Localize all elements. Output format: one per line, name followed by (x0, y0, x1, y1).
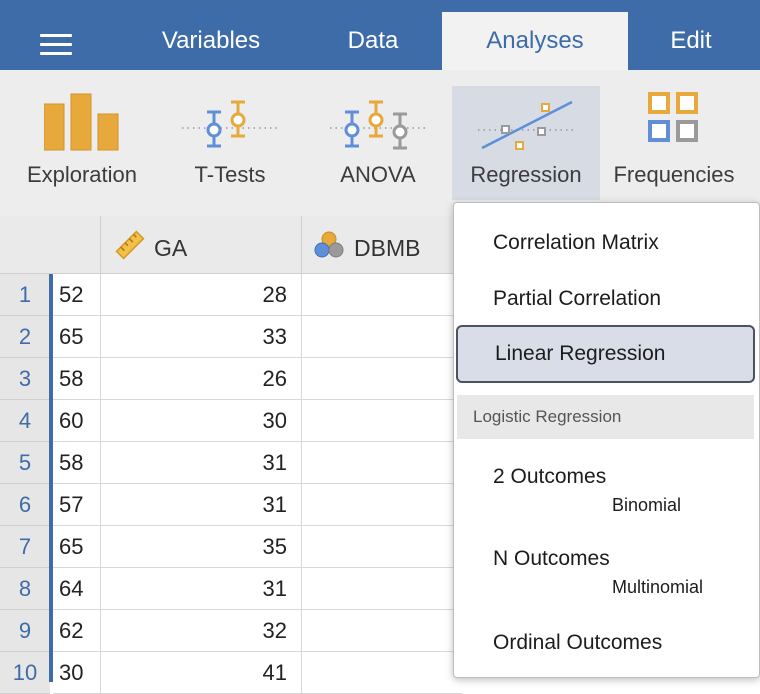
table-cell-dbmb[interactable] (302, 568, 462, 610)
column-label-dbmb: DBMB (354, 235, 421, 261)
table-cell-ga[interactable]: 28 (101, 274, 302, 316)
column-label-ga: GA (154, 235, 188, 261)
row-number[interactable]: 7 (0, 526, 50, 568)
menu-item-partial-correlation[interactable]: Partial Correlation (454, 279, 759, 319)
t-tests-label: T-Tests (194, 162, 266, 187)
tab-edit[interactable]: Edit (670, 27, 712, 54)
row-number[interactable]: 10 (0, 652, 50, 694)
ruler-icon (115, 230, 145, 260)
table-cell-dbmb[interactable] (302, 526, 462, 568)
table-cell-dbmb[interactable] (302, 610, 462, 652)
row-number[interactable]: 4 (0, 400, 50, 442)
top-menu-bar: Variables Data Analyses Edit (0, 0, 760, 70)
regression-button[interactable]: Regression (452, 86, 600, 200)
table-cell-ga[interactable]: 26 (101, 358, 302, 400)
table-cell[interactable]: 65 (53, 316, 101, 358)
table-cell-dbmb[interactable] (302, 316, 462, 358)
table-cell[interactable]: 62 (53, 610, 101, 652)
table-cell[interactable]: 65 (53, 526, 101, 568)
tab-analyses[interactable]: Analyses (442, 12, 628, 70)
table-cell-dbmb[interactable] (302, 484, 462, 526)
exploration-label: Exploration (26, 162, 138, 187)
menu-item-label: N Outcomes (493, 547, 610, 570)
table-cell-dbmb[interactable] (302, 274, 462, 316)
analyses-ribbon: Exploration T-Tests (0, 70, 760, 216)
nominal-circles-icon (314, 231, 344, 258)
anova-label: ANOVA (340, 162, 416, 187)
table-cell-ga[interactable]: 30 (101, 400, 302, 442)
table-cell[interactable]: 30 (53, 652, 101, 694)
first-column-header[interactable] (0, 216, 101, 274)
table-cell[interactable]: 52 (53, 274, 101, 316)
menu-item-sublabel: Binomial (612, 495, 682, 515)
frequencies-label: Frequencies (613, 162, 735, 187)
table-cell-ga[interactable]: 35 (101, 526, 302, 568)
row-number[interactable]: 9 (0, 610, 50, 652)
table-cell-dbmb[interactable] (302, 358, 462, 400)
table-cell-ga[interactable]: 41 (101, 652, 302, 694)
table-cell[interactable]: 58 (53, 358, 101, 400)
anova-icon (330, 100, 426, 150)
table-cell[interactable]: 60 (53, 400, 101, 442)
menu-item-label: 2 Outcomes (493, 465, 607, 488)
column-header-dbmb[interactable]: DBMB (302, 216, 462, 274)
frequencies-button[interactable]: Frequencies (602, 86, 746, 200)
table-cell-ga[interactable]: 31 (101, 484, 302, 526)
menu-item-2-outcomes[interactable]: 2 Outcomes Binomial (454, 459, 759, 519)
table-cell-ga[interactable]: 31 (101, 442, 302, 484)
exploration-button[interactable]: Exploration (10, 86, 154, 200)
menu-group-header-logistic-regression: Logistic Regression (457, 395, 754, 439)
row-number[interactable]: 8 (0, 568, 50, 610)
regression-label: Regression (470, 162, 582, 187)
exploration-icon (44, 93, 119, 151)
table-cell[interactable]: 58 (53, 442, 101, 484)
row-number[interactable]: 6 (0, 484, 50, 526)
tab-variables[interactable]: Variables (161, 27, 261, 54)
hamburger-menu-icon[interactable] (40, 34, 72, 56)
table-cell-dbmb[interactable] (302, 442, 462, 484)
row-number[interactable]: 5 (0, 442, 50, 484)
table-cell[interactable]: 57 (53, 484, 101, 526)
menu-item-linear-regression[interactable]: Linear Regression (456, 325, 755, 383)
row-selection-bar (49, 274, 53, 682)
column-header-ga[interactable]: GA (101, 216, 302, 274)
menu-item-label: Partial Correlation (493, 287, 662, 310)
t-tests-button[interactable]: T-Tests (158, 86, 302, 200)
menu-item-label: Linear Regression (495, 342, 666, 365)
tab-data[interactable]: Data (347, 27, 399, 54)
table-cell-ga[interactable]: 31 (101, 568, 302, 610)
menu-item-n-outcomes[interactable]: N Outcomes Multinomial (454, 541, 759, 601)
table-cell-dbmb[interactable] (302, 400, 462, 442)
menu-item-ordinal-outcomes[interactable]: Ordinal Outcomes (454, 623, 759, 663)
menu-item-label: Correlation Matrix (493, 231, 659, 254)
table-cell-ga[interactable]: 33 (101, 316, 302, 358)
regression-icon (478, 100, 574, 150)
menu-item-label: Ordinal Outcomes (493, 631, 663, 654)
menu-item-correlation-matrix[interactable]: Correlation Matrix (454, 223, 759, 263)
frequencies-icon (648, 92, 698, 142)
t-tests-icon (182, 100, 278, 148)
row-number[interactable]: 3 (0, 358, 50, 400)
row-number[interactable]: 1 (0, 274, 50, 316)
menu-item-sublabel: Multinomial (612, 577, 704, 597)
row-number[interactable]: 2 (0, 316, 50, 358)
regression-dropdown-menu: Correlation Matrix Partial Correlation L… (453, 202, 760, 678)
table-cell-ga[interactable]: 32 (101, 610, 302, 652)
table-cell-dbmb[interactable] (302, 652, 462, 694)
table-cell[interactable]: 64 (53, 568, 101, 610)
anova-button[interactable]: ANOVA (306, 86, 450, 200)
